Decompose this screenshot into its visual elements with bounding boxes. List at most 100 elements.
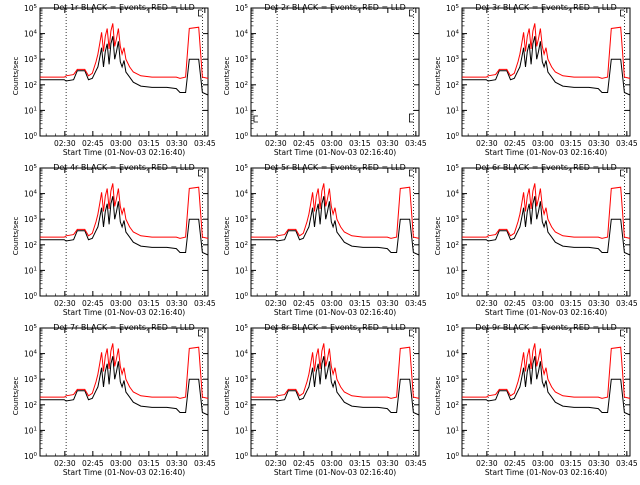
x-axis-label: Start Time (01-Nov-03 02:16:40) [274,308,396,317]
series-line-events [462,36,631,96]
y-tick-label: 105 [446,164,460,173]
x-axis: 02:30 02:45 03:00 03:15 03:30 03:45 [256,168,427,308]
plot-frame [250,167,420,297]
series-line-events [251,196,420,256]
y-tick-label: 105 [235,324,249,333]
x-tick-label: 03:30 [377,299,399,308]
y-tick-label: 102 [446,241,459,250]
x-tick-label: 03:15 [349,459,371,468]
x-axis: 02:30 02:45 03:00 03:15 03:30 03:45 [256,328,427,468]
x-tick-label: 03:45 [405,139,427,148]
y-tick-label: 101 [446,106,459,115]
y-axis: 100 101 102 103 104 105 [235,324,419,461]
x-tick-label: 02:45 [504,139,526,148]
x-tick-label: 03:00 [532,299,554,308]
y-axis: 100 101 102 103 104 105 [24,324,208,461]
x-axis: 02:30 02:45 03:00 03:15 03:30 03:45 [45,8,216,148]
y-tick-label: 103 [24,215,38,224]
y-tick-label: 103 [24,375,38,384]
x-tick-label: 03:45 [616,459,638,468]
x-tick-label: 03:45 [405,299,427,308]
x-tick-label: 03:30 [588,299,610,308]
bracket-marker [620,169,625,177]
x-axis: 02:30 02:45 03:00 03:15 03:30 03:45 [467,8,638,148]
plot-frame [39,7,209,137]
series-line-events [40,356,209,416]
x-axis-label: Start Time (01-Nov-03 02:16:40) [63,308,185,317]
y-axis: 100 101 102 103 104 105 [446,4,630,141]
plot-frame [250,327,420,457]
x-tick-label: 03:45 [194,299,216,308]
x-tick-label: 03:00 [110,139,132,148]
y-tick-label: 105 [235,4,249,13]
x-tick-label: 03:45 [616,139,638,148]
x-tick-label: 03:30 [377,139,399,148]
series-line-lld [462,343,631,399]
plot-frame [461,167,631,297]
y-tick-label: 101 [24,266,37,275]
x-tick-label: 02:45 [82,459,104,468]
y-tick-label: 101 [446,426,459,435]
x-axis-label: Start Time (01-Nov-03 02:16:40) [485,308,607,317]
y-axis: 100 101 102 103 104 105 [235,164,419,301]
panel-title: Det 3r BLACK = Events, RED = LLD [475,3,617,12]
x-tick-label: 02:45 [504,299,526,308]
bracket-marker [198,9,203,17]
x-tick-label: 02:30 [476,459,498,468]
x-tick-label: 03:00 [532,459,554,468]
bracket-marker [409,169,414,177]
series-line-lld [40,23,209,79]
x-tick-label: 02:45 [293,299,315,308]
y-tick-label: 102 [235,401,248,410]
panel-title: Det 7r BLACK = Events, RED = LLD [53,323,195,332]
x-tick-label: 03:15 [138,299,160,308]
x-tick-label: 03:15 [138,139,160,148]
y-tick-label: 104 [235,350,249,359]
detector-panel-6: Det 6r BLACK = Events, RED = LLD10010110… [434,163,638,317]
x-tick-label: 03:00 [532,139,554,148]
x-tick-label: 03:30 [377,459,399,468]
y-tick-label: 105 [446,324,460,333]
series-line-events [40,196,209,256]
y-tick-label: 104 [446,190,460,199]
x-tick-label: 02:30 [265,139,287,148]
y-tick-label: 102 [235,81,248,90]
y-tick-label: 100 [446,292,460,301]
y-axis-label: Counts/sec [223,57,231,96]
series-line-lld [40,343,209,399]
series-line-events [40,36,209,96]
y-tick-label: 102 [24,81,37,90]
x-tick-label: 03:30 [166,139,188,148]
bracket-marker [409,9,414,17]
x-tick-label: 03:30 [166,459,188,468]
y-tick-label: 101 [24,426,37,435]
x-tick-label: 02:45 [82,299,104,308]
x-tick-label: 03:15 [349,139,371,148]
y-axis-label: Counts/sec [12,377,20,416]
x-tick-label: 03:00 [110,299,132,308]
detector-panel-3: Det 3r BLACK = Events, RED = LLD10010110… [434,3,638,157]
y-tick-label: 103 [235,375,249,384]
x-tick-label: 02:30 [54,139,76,148]
x-axis: 02:30 02:45 03:00 03:15 03:30 03:45 [467,168,638,308]
bracket-marker [620,9,625,17]
x-tick-label: 02:45 [82,139,104,148]
panel-title: Det 4r BLACK = Events, RED = LLD [53,163,195,172]
plot-frame [250,7,420,137]
y-tick-label: 100 [24,452,38,461]
panel-title: Det 8r BLACK = Events, RED = LLD [264,323,406,332]
y-tick-label: 105 [24,4,38,13]
x-tick-label: 03:45 [194,139,216,148]
bracket-marker-low [409,113,414,123]
y-tick-label: 104 [24,350,38,359]
x-tick-label: 03:00 [321,139,343,148]
y-tick-label: 103 [446,215,460,224]
y-axis: 100 101 102 103 104 105 [446,324,630,461]
panel-title: Det 6r BLACK = Events, RED = LLD [475,163,617,172]
y-axis: 100 101 102 103 104 105 [235,4,419,141]
panel-title: Det 2r BLACK = Events, RED = LLD [264,3,406,12]
y-axis-label: Counts/sec [12,57,20,96]
x-tick-label: 03:00 [321,459,343,468]
x-tick-label: 03:30 [588,459,610,468]
